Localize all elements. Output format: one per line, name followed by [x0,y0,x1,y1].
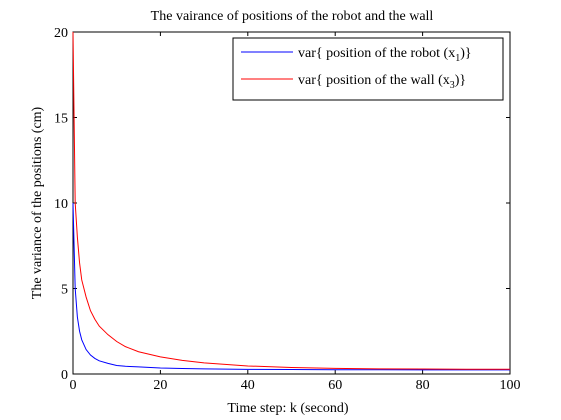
legend-label-1: var{ position of the robot (x1)} [298,46,472,64]
y-axis-label: The variance of the positions (cm) [30,106,45,299]
legend-label-2: var{ position of the wall (x3)} [298,73,466,91]
x-tick-label: 60 [328,378,342,393]
x-axis-label: Time step: k (second) [227,401,349,416]
y-tick-label: 15 [54,112,68,127]
x-tick-label: 20 [153,378,167,393]
x-axis-ticks: 0 20 40 60 80 100 [70,32,521,393]
y-tick-label: 0 [61,368,68,383]
y-tick-label: 10 [54,197,68,212]
x-tick-label: 100 [500,378,521,393]
x-tick-label: 0 [70,378,77,393]
x-tick-label: 40 [241,378,255,393]
x-tick-label: 80 [416,378,430,393]
legend-box [232,37,504,101]
legend: var{ position of the robot (x1)} var{ pos… [232,37,504,101]
chart-title: The vairance of positions of the robot a… [151,9,434,24]
y-tick-label: 20 [54,26,68,41]
series-layer [72,31,510,371]
series-line-1 [72,202,510,371]
y-tick-label: 5 [61,283,68,298]
series-line-2 [72,31,510,370]
y-axis-ticks: 0 5 10 15 20 [54,26,510,383]
